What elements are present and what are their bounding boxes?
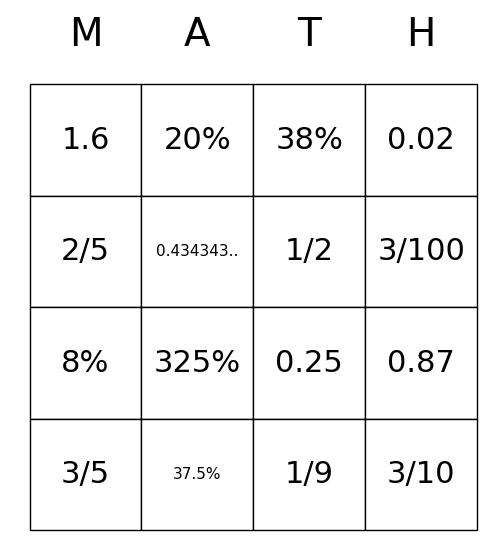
Text: 325%: 325% (154, 349, 241, 378)
Text: 8%: 8% (62, 349, 110, 378)
Text: 1/2: 1/2 (285, 237, 334, 266)
Bar (365, 84, 477, 196)
Text: 1/9: 1/9 (285, 460, 334, 489)
Bar (253, 307, 365, 419)
Text: 1.6: 1.6 (62, 126, 110, 154)
Text: 38%: 38% (276, 126, 343, 154)
Bar (253, 419, 365, 530)
Bar (30, 196, 142, 307)
Text: 0.434343..: 0.434343.. (156, 244, 239, 259)
Text: A: A (184, 16, 211, 54)
Bar (30, 307, 142, 419)
Bar (142, 84, 253, 196)
Bar (365, 307, 477, 419)
Text: 0.02: 0.02 (387, 126, 455, 154)
Text: T: T (298, 16, 321, 54)
Text: 3/10: 3/10 (387, 460, 456, 489)
Bar (365, 419, 477, 530)
Bar (253, 84, 365, 196)
Text: 20%: 20% (164, 126, 231, 154)
Text: 3/100: 3/100 (377, 237, 465, 266)
Bar (142, 307, 253, 419)
Text: 0.87: 0.87 (387, 349, 455, 378)
Bar (30, 84, 142, 196)
Bar (253, 196, 365, 307)
Text: 0.25: 0.25 (276, 349, 343, 378)
Text: 3/5: 3/5 (61, 460, 110, 489)
Text: H: H (406, 16, 436, 54)
Bar (142, 196, 253, 307)
Bar (142, 419, 253, 530)
Text: M: M (69, 16, 102, 54)
Bar (365, 196, 477, 307)
Bar (30, 419, 142, 530)
Text: 2/5: 2/5 (61, 237, 110, 266)
Text: 37.5%: 37.5% (173, 467, 222, 482)
